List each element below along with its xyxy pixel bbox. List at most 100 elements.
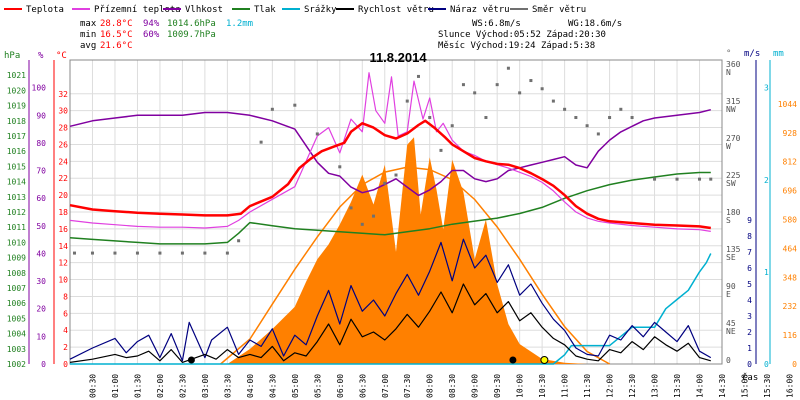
tick-label-solar: 1044 — [778, 100, 797, 109]
legend-label: Směr větru — [532, 5, 586, 15]
tick-label-percent: 90 — [36, 111, 46, 120]
tick-label-hpa: 1012 — [7, 208, 26, 217]
tick-label-percent: 0 — [41, 360, 46, 369]
axis-label-celsius: °C — [56, 51, 67, 61]
tick-label-time: 06:00 — [336, 374, 345, 398]
solar-layer — [220, 137, 610, 365]
tick-label-percent: 40 — [36, 249, 46, 258]
sunrise-marker — [187, 356, 195, 364]
tick-label-hpa: 1005 — [7, 314, 26, 323]
tick-label-direction: SW — [726, 179, 736, 188]
tick-label-hpa: 1004 — [7, 330, 26, 339]
tick-label-hpa: 1009 — [7, 254, 26, 263]
axes: 1002100310041005100610071008100910101011… — [4, 49, 798, 398]
point-wind-direction — [608, 116, 612, 120]
tick-label-mm: 0 — [764, 360, 769, 369]
point-wind-direction — [349, 206, 353, 210]
tick-label-time: 15:00 — [740, 374, 749, 398]
tick-label-hpa: 1010 — [7, 238, 26, 247]
tick-label-celsius: 26 — [58, 140, 68, 149]
point-wind-direction — [585, 124, 589, 128]
tick-label-time: 10:00 — [516, 374, 525, 398]
tick-label-ms: 5 — [747, 280, 752, 289]
tick-label-direction: 225 — [726, 171, 741, 180]
tick-label-time: 05:00 — [291, 374, 300, 398]
series-ground-temperature — [69, 72, 711, 232]
tick-label-percent: 100 — [32, 84, 47, 93]
point-wind-direction — [405, 99, 409, 103]
point-wind-direction — [596, 132, 600, 136]
point-wind-direction — [90, 251, 94, 255]
tick-label-ms: 6 — [747, 264, 752, 273]
stat-avg-temp: 21.6°C — [100, 41, 133, 51]
tick-label-time: 01:00 — [111, 374, 120, 398]
point-wind-direction — [293, 103, 297, 107]
point-wind-direction — [619, 107, 623, 111]
stat-max-label: max — [80, 19, 97, 29]
point-wind-direction — [180, 251, 184, 255]
series-wind-gust — [69, 238, 712, 362]
point-wind-direction — [675, 177, 679, 181]
point-wind-direction — [416, 74, 420, 78]
tick-label-ms: 1 — [747, 344, 752, 353]
point-wind-direction — [461, 83, 465, 87]
tick-label-celsius: 16 — [58, 225, 68, 234]
tick-label-percent: 50 — [36, 222, 46, 231]
tick-label-direction: S — [726, 216, 731, 225]
point-wind-direction — [495, 83, 499, 87]
tick-label-time: 14:30 — [718, 374, 727, 398]
legend-label: Srážky — [304, 5, 337, 15]
tick-label-direction: W — [726, 142, 731, 151]
legend-label: Přízemní teplota — [94, 5, 181, 15]
tick-label-hpa: 1015 — [7, 162, 26, 171]
point-wind-direction — [203, 251, 207, 255]
axis-label-mm: mm — [773, 49, 784, 59]
tick-label-hpa: 1003 — [7, 345, 26, 354]
stat-max-press: 1014.6hPa — [167, 19, 216, 29]
point-wind-direction — [270, 107, 274, 111]
point-wind-direction — [518, 91, 522, 95]
tick-label-solar: 0 — [792, 360, 797, 369]
tick-label-celsius: 28 — [58, 124, 68, 133]
tick-label-time: 04:00 — [246, 374, 255, 398]
legend-label: Teplota — [26, 5, 64, 15]
tick-label-hpa: 1014 — [7, 178, 26, 187]
tick-label-time: 10:30 — [538, 374, 547, 398]
series-humidity — [69, 108, 711, 197]
tick-label-percent: 20 — [36, 305, 46, 314]
stat-sun: Slunce Východ:05:52 Západ:20:30 — [438, 30, 606, 40]
stats-block: max 28.8°C 94% 1014.6hPa 1.2mm min 16.5°… — [80, 19, 622, 51]
tick-label-celsius: 4 — [63, 326, 68, 335]
tick-label-mm: 2 — [764, 176, 769, 185]
tick-label-time: 00:30 — [88, 374, 97, 398]
tick-label-time: 02:30 — [178, 374, 187, 398]
stat-wg: WG:18.6m/s — [568, 19, 622, 29]
tick-label-ms: 3 — [747, 312, 752, 321]
tick-label-ms: 9 — [747, 216, 752, 225]
tick-label-time: 04:30 — [268, 374, 277, 398]
tick-label-hpa: 1008 — [7, 269, 26, 278]
point-wind-direction — [383, 181, 387, 185]
stat-max-temp: 28.8°C — [100, 19, 133, 29]
tick-label-time: 03:00 — [201, 374, 210, 398]
point-wind-direction — [574, 116, 578, 120]
tick-label-percent: 30 — [36, 277, 46, 286]
point-wind-direction — [473, 91, 477, 95]
tick-label-time: 15:30 — [763, 374, 772, 398]
point-wind-direction — [563, 107, 567, 111]
tick-label-hpa: 1018 — [7, 117, 26, 126]
tick-label-time: 01:30 — [133, 374, 142, 398]
tick-label-direction: 315 — [726, 97, 741, 106]
stat-rain: 1.2mm — [226, 19, 253, 29]
tick-label-time: 11:00 — [561, 374, 570, 398]
stat-min-temp: 16.5°C — [100, 30, 133, 40]
tick-label-solar: 580 — [783, 215, 798, 224]
legend-label: Vlhkost — [185, 5, 223, 15]
tick-label-time: 07:30 — [403, 374, 412, 398]
series-theoretical-solar — [220, 166, 610, 365]
axis-label-ms: m/s — [744, 49, 760, 59]
tick-label-celsius: 20 — [58, 191, 68, 200]
tick-label-ms: 2 — [747, 328, 752, 337]
legend-label: Náraz větru — [450, 5, 510, 15]
